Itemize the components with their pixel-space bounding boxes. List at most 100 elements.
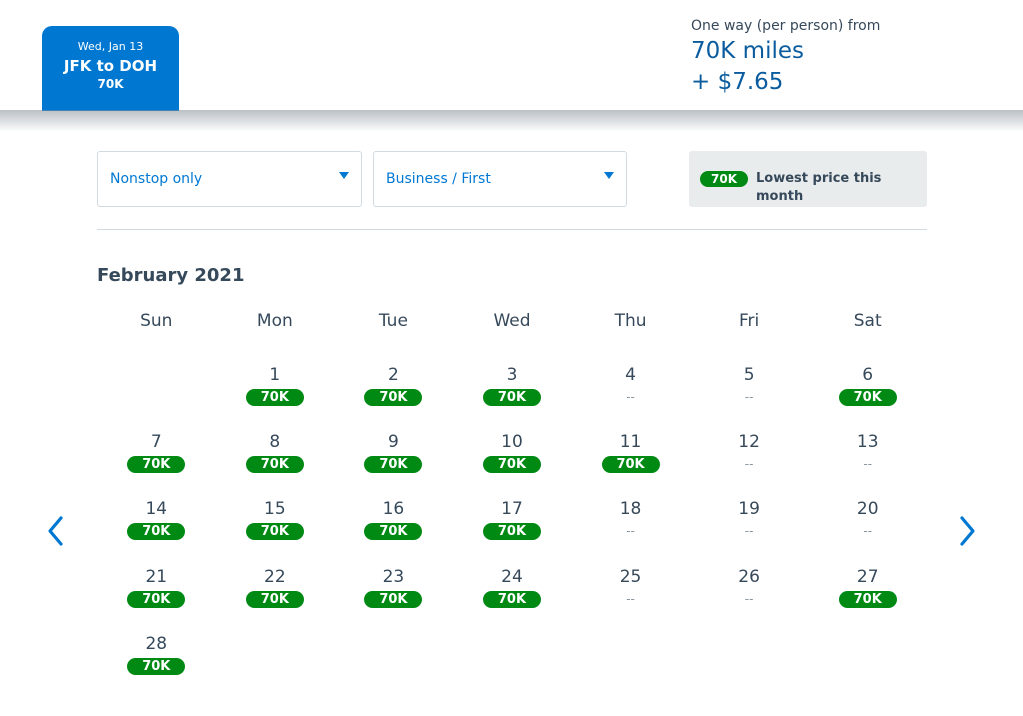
month-title: February 2021	[97, 265, 245, 286]
lowest-price-label: Lowest price this month	[756, 171, 882, 204]
header-shadow	[0, 110, 1023, 132]
lowest-price-legend: 70K Lowest price this month	[689, 151, 927, 207]
weekday-label: Tue	[378, 311, 408, 331]
calendar-day-price-badge: 70K	[127, 456, 186, 474]
calendar-day-number: 8	[269, 432, 281, 453]
calendar-day-cell[interactable]: 18 --	[571, 498, 690, 548]
trip-price: 70K	[97, 77, 124, 91]
calendar-day-number: 26	[738, 566, 760, 587]
calendar-day-number: 4	[625, 365, 636, 385]
stops-select[interactable]: Nonstop only	[97, 151, 362, 207]
calendar-day-number: 15	[264, 499, 286, 520]
calendar-day-number: 10	[501, 432, 523, 453]
calendar-day-number: 5	[743, 365, 755, 385]
calendar-day-no-price: --	[744, 524, 754, 539]
calendar-day-number: 14	[145, 499, 168, 520]
calendar-day-cell[interactable]: 8 70K	[216, 431, 335, 481]
calendar-day-price-badge: 70K	[838, 590, 897, 608]
calendar-day-number: 28	[145, 633, 168, 654]
calendar-day-cell[interactable]: 10 70K	[453, 431, 572, 481]
calendar-day-no-price: --	[626, 591, 635, 606]
calendar-day-price-badge: 70K	[245, 389, 304, 406]
fare-miles: 70K miles	[691, 38, 804, 64]
calendar-day-no-price: --	[744, 390, 754, 404]
calendar-day-number: 11	[619, 432, 642, 453]
calendar-day-price-badge: 70K	[245, 523, 304, 541]
calendar-day-cell[interactable]: 9 70K	[334, 431, 453, 481]
calendar-day-cell[interactable]: 27 70K	[808, 566, 927, 616]
fare-tax: + $7.65	[691, 69, 784, 95]
calendar-day-cell[interactable]: 28 70K	[97, 633, 216, 683]
calendar-day-no-price: --	[863, 524, 873, 539]
calendar-day-price-badge: 70K	[127, 657, 186, 675]
calendar-day-price-badge: 70K	[127, 523, 186, 541]
calendar-day-number: 13	[856, 432, 879, 453]
trip-route: JFK to DOH	[63, 57, 158, 75]
weekday-label: Mon	[256, 311, 293, 331]
calendar-day-number: 2	[388, 365, 399, 385]
calendar-day-cell[interactable]: 3 70K	[453, 364, 572, 414]
calendar-day-cell[interactable]: 25 --	[571, 566, 690, 616]
caret-down-icon	[604, 172, 614, 179]
calendar-day-cell[interactable]: 4 --	[571, 364, 690, 414]
calendar-day-cell[interactable]: 2 70K	[334, 364, 453, 414]
calendar-day-cell[interactable]: 1 70K	[216, 364, 335, 414]
calendar-day-cell[interactable]: 23 70K	[334, 566, 453, 616]
calendar-day-price-badge: 70K	[482, 523, 541, 541]
fare-label: One way (per person) from	[691, 18, 881, 34]
calendar-day-number: 12	[738, 432, 760, 453]
calendar-day-number: 16	[382, 499, 405, 520]
calendar-day-cell[interactable]: 26 --	[690, 566, 809, 616]
calendar-day-cell[interactable]: 21 70K	[97, 566, 216, 616]
calendar-day-cell[interactable]: 19 --	[690, 498, 809, 548]
calendar-day-cell[interactable]: 20 --	[808, 498, 927, 548]
trip-date: Wed, Jan 13	[77, 40, 144, 53]
calendar-day-no-price: --	[744, 591, 754, 606]
calendar-day-number: 20	[856, 499, 879, 520]
calendar-day-cell[interactable]: 24 70K	[453, 566, 572, 616]
lowest-price-badge: 70K	[700, 171, 748, 187]
cabin-select-value: Business / First	[386, 171, 491, 187]
fare-summary: One way (per person) from 70K miles + $7…	[691, 16, 880, 98]
calendar-day-cell[interactable]: 13 --	[808, 431, 927, 481]
calendar-day-price-badge: 70K	[482, 456, 541, 474]
calendar-day-number: 6	[862, 365, 874, 385]
trip-tab[interactable]: Wed, Jan 13 JFK to DOH 70K	[42, 26, 179, 111]
calendar-day-cell[interactable]: 12 --	[690, 431, 809, 481]
calendar-day-no-price: --	[744, 457, 754, 472]
chevron-left-icon[interactable]	[44, 514, 68, 548]
chevron-right-icon[interactable]	[955, 514, 979, 548]
calendar-grid: 1 70K 2 70K 3 70K 4 -- 5 -- 6 70K 7 70K 8 70K 9 70K 10 70K 1…	[97, 364, 927, 684]
calendar-day-no-price: --	[863, 457, 873, 472]
divider	[97, 229, 927, 230]
calendar-day-cell[interactable]: 15 70K	[216, 498, 335, 548]
calendar-day-cell[interactable]: 17 70K	[453, 498, 572, 548]
calendar-day-price-badge: 70K	[601, 456, 660, 474]
calendar-day-number: 17	[501, 499, 523, 520]
weekday-label: Sun	[140, 311, 173, 331]
calendar-day-number: 25	[619, 566, 642, 587]
stops-select-value: Nonstop only	[110, 171, 203, 187]
calendar-day-price-badge: 70K	[364, 456, 423, 474]
calendar-day-cell[interactable]: 16 70K	[334, 498, 453, 548]
calendar-day-price-badge: 70K	[482, 590, 541, 608]
calendar-day-no-price: --	[626, 524, 635, 539]
calendar-day-price-badge: 70K	[364, 590, 423, 608]
weekday-label: Wed	[493, 311, 531, 331]
calendar-day-cell[interactable]: 14 70K	[97, 498, 216, 548]
calendar-day-number: 23	[382, 566, 405, 587]
calendar-day-number: 9	[388, 432, 399, 453]
calendar-day-price-badge: 70K	[364, 389, 423, 406]
calendar-day-price-badge: 70K	[364, 523, 423, 541]
calendar-day-number: 3	[506, 365, 518, 385]
calendar-day-cell[interactable]: 6 70K	[808, 364, 927, 414]
weekday-header: Sun Mon Tue Wed Thu Fri Sat	[97, 310, 927, 332]
calendar-day-cell[interactable]: 5 --	[690, 364, 809, 414]
cabin-select[interactable]: Business / First	[373, 151, 627, 207]
calendar-day-cell[interactable]: 7 70K	[97, 431, 216, 481]
calendar-day-cell[interactable]: 22 70K	[216, 566, 335, 616]
weekday-label: Thu	[614, 311, 647, 331]
weekday-label: Sat	[853, 311, 882, 331]
calendar-day-cell[interactable]: 11 70K	[571, 431, 690, 481]
calendar-day-number: 27	[856, 566, 879, 587]
